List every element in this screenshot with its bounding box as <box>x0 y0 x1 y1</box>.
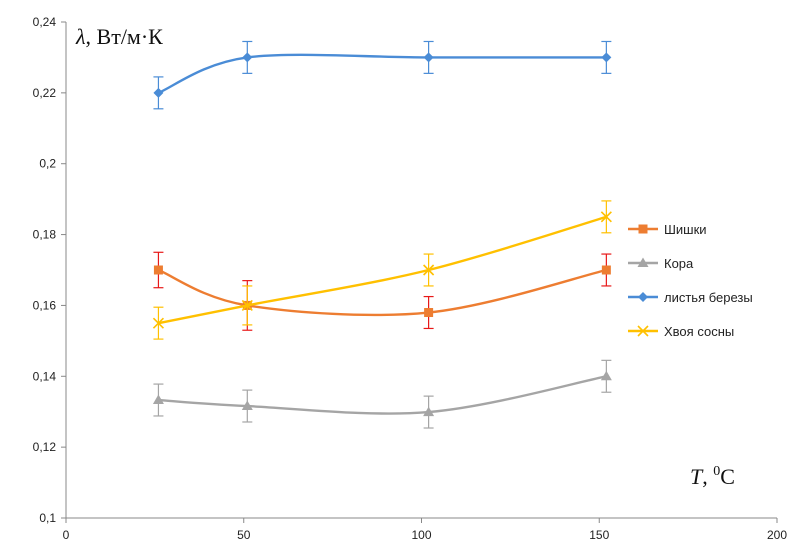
data-point <box>242 52 253 63</box>
legend-item: Хвоя сосны <box>628 324 734 339</box>
data-point <box>601 265 611 275</box>
legend-marker <box>638 224 648 234</box>
series-line <box>158 215 607 325</box>
data-point <box>241 400 253 411</box>
series-1 <box>152 359 612 429</box>
x-tick-label: 50 <box>237 528 251 542</box>
series-2 <box>153 40 612 110</box>
data-point <box>153 265 163 275</box>
y-tick-label: 0,12 <box>33 440 57 454</box>
x-tick-label: 0 <box>63 528 70 542</box>
y-tick-label: 0,1 <box>39 511 56 525</box>
data-point <box>423 52 434 63</box>
series-layer <box>152 40 612 429</box>
x-tick-label: 200 <box>767 528 787 542</box>
marker-x-stroke <box>423 264 435 276</box>
legend-label: Шишки <box>664 222 707 237</box>
legend: Шишки Кора листья березы Хвоя сосны <box>628 222 753 339</box>
data-point <box>423 264 435 276</box>
series-line <box>157 268 607 317</box>
y-tick-label: 0,24 <box>33 15 57 29</box>
x-axis-label-sep: , <box>702 464 713 489</box>
x-axis-label: T, 0C <box>690 464 735 489</box>
legend-label: Кора <box>664 256 694 271</box>
marker-x-stroke <box>600 211 612 223</box>
y-axis-label: λ, Вт/м·К <box>75 24 163 49</box>
x-axis-label-unit: C <box>720 464 735 489</box>
axes: 0,1 0,12 0,14 0,16 0,18 0,2 0,22 0,24 0 50 100 150 2… <box>33 15 788 542</box>
legend-item: листья березы <box>628 290 753 305</box>
data-point <box>152 317 164 329</box>
y-axis-label-units: , Вт/м·К <box>86 24 164 49</box>
y-tick-label: 0,16 <box>33 298 57 312</box>
data-point <box>423 406 435 417</box>
data-point <box>241 299 253 311</box>
legend-marker <box>637 325 649 337</box>
legend-marker <box>637 257 649 267</box>
data-point <box>152 394 164 405</box>
data-point <box>601 52 612 63</box>
y-tick-label: 0,18 <box>33 228 57 242</box>
data-point <box>600 370 612 381</box>
legend-label: листья березы <box>664 290 753 305</box>
series-line <box>157 53 607 94</box>
x-tick-label: 100 <box>411 528 431 542</box>
legend-marker <box>638 292 648 302</box>
data-point <box>424 308 434 318</box>
legend-item: Кора <box>628 256 694 271</box>
series-3 <box>152 200 612 340</box>
x-tick-label: 150 <box>589 528 609 542</box>
y-tick-label: 0,2 <box>39 157 56 171</box>
series-line <box>158 375 607 415</box>
y-tick-label: 0,22 <box>33 86 57 100</box>
marker-x-stroke <box>241 299 253 311</box>
marker-x-stroke <box>152 317 164 329</box>
x-axis-label-degree: 0 <box>713 464 720 479</box>
x-axis-label-symbol: T <box>690 464 704 489</box>
legend-item: Шишки <box>628 222 707 237</box>
marker-x-stroke <box>637 325 649 337</box>
y-tick-label: 0,14 <box>33 369 57 383</box>
data-point <box>153 87 164 98</box>
series-0 <box>153 251 612 331</box>
legend-label: Хвоя сосны <box>664 324 734 339</box>
data-point <box>600 211 612 223</box>
y-axis-label-symbol: λ <box>75 24 86 49</box>
